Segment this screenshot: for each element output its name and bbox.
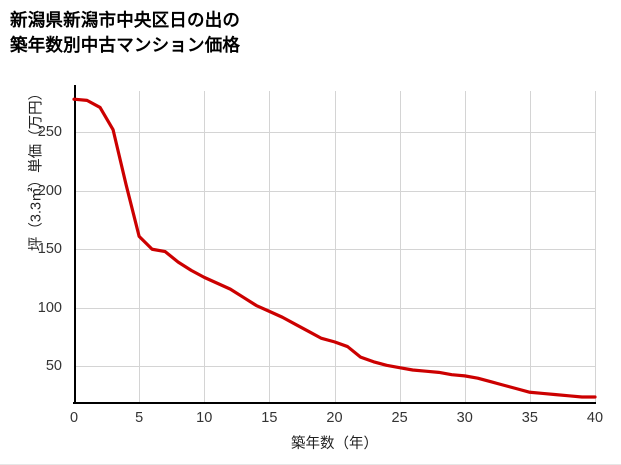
x-tick-label: 25 [391, 410, 408, 426]
y-axis-spine [74, 85, 76, 404]
y-tick-label: 100 [37, 299, 62, 316]
x-tick-label: 15 [261, 410, 278, 426]
x-tick-label: 40 [586, 410, 604, 426]
x-axis-spine [73, 402, 596, 404]
y-tick-label: 200 [37, 182, 62, 199]
data-series-line [72, 97, 597, 399]
gridline-vertical [595, 91, 596, 404]
gridline-vertical [204, 91, 206, 404]
gridline-vertical [464, 91, 466, 404]
y-tick-label: 150 [37, 241, 62, 258]
y-tick-label: 250 [37, 124, 62, 141]
x-tick-label: 5 [135, 410, 144, 426]
x-tick-label: 10 [196, 410, 213, 426]
x-tick-label: 35 [521, 410, 538, 426]
x-tick-label: 0 [69, 410, 79, 426]
y-axis-label: 坪（3.3㎡）単価（万円） [28, 85, 45, 252]
x-tick-label: 20 [326, 410, 343, 426]
gridline-vertical [269, 91, 271, 404]
gridline-vertical [139, 91, 141, 404]
gridline-vertical [529, 91, 531, 404]
x-axis-label: 築年数（年） [291, 436, 378, 452]
gridline-vertical [334, 91, 336, 404]
price-trend-line [72, 97, 597, 399]
plot-area: 50 100 150 200 250 0 5 10 15 20 25 30 35 40 [38, 85, 603, 426]
x-tick-label: 30 [456, 410, 473, 426]
y-tick-label: 50 [45, 358, 62, 375]
gridline-vertical [399, 91, 401, 404]
chart-title: 新潟県新潟市中央区日の出の 築年数別中古マンション価格 [10, 10, 241, 55]
